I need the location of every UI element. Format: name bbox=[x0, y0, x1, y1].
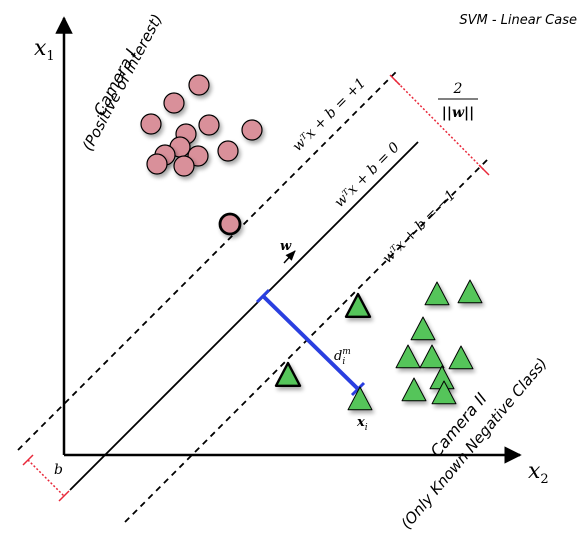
distance-label: dim bbox=[334, 347, 351, 367]
positive-class-points bbox=[140, 74, 263, 236]
negative-point bbox=[431, 380, 457, 405]
positive-point bbox=[140, 113, 162, 135]
distance-tick-end bbox=[350, 381, 366, 397]
margin-width-indicator bbox=[394, 79, 485, 171]
normal-vector-arrow bbox=[283, 250, 296, 264]
positive-point bbox=[241, 119, 263, 141]
y-axis-label: x1 bbox=[34, 36, 55, 64]
negative-support-vector bbox=[344, 292, 372, 318]
diagram-title: SVM - Linear Case bbox=[459, 13, 577, 28]
negative-point bbox=[395, 344, 421, 369]
negative-point bbox=[401, 377, 427, 402]
positive-point bbox=[198, 114, 220, 136]
positive-point bbox=[173, 155, 195, 177]
decision-boundary-line bbox=[69, 141, 419, 491]
offset-indicator bbox=[27, 459, 65, 497]
camera2-sublabel: (Only Known Negative Class) bbox=[397, 354, 551, 532]
negative-point bbox=[424, 281, 450, 306]
negative-point bbox=[419, 344, 445, 369]
negative-point bbox=[448, 345, 474, 370]
x-axis-label: x2 bbox=[528, 459, 549, 487]
lower-hyperplane-label: wᵀx + b = −1 bbox=[380, 187, 460, 267]
positive-point bbox=[146, 153, 168, 175]
margin-tick-top bbox=[389, 74, 401, 86]
offset-label: b bbox=[54, 462, 63, 478]
distance-line bbox=[261, 294, 360, 391]
negative-class-points bbox=[274, 279, 483, 411]
negative-support-vector bbox=[274, 361, 302, 387]
positive-point bbox=[163, 92, 185, 114]
positive-point bbox=[217, 140, 239, 162]
offset-tick-top bbox=[22, 454, 34, 466]
offset-tick-bottom bbox=[58, 490, 70, 502]
margin-denominator: ||w|| bbox=[442, 105, 474, 121]
positive-support-vector bbox=[218, 212, 242, 236]
negative-point bbox=[347, 386, 373, 411]
distance-tick-start bbox=[255, 288, 271, 304]
negative-point bbox=[410, 316, 436, 341]
middle-hyperplane-label: wᵀx + b = 0 bbox=[332, 139, 403, 210]
sample-label: xi bbox=[356, 415, 368, 433]
upper-hyperplane-label: wᵀx + b = +1 bbox=[290, 75, 370, 155]
margin-numerator: 2 bbox=[453, 81, 463, 97]
positive-point bbox=[188, 74, 210, 96]
normal-vector-label: w bbox=[280, 239, 292, 254]
negative-point bbox=[457, 279, 483, 304]
upper-margin-line bbox=[17, 71, 397, 451]
margin-tick-bottom bbox=[478, 164, 490, 176]
